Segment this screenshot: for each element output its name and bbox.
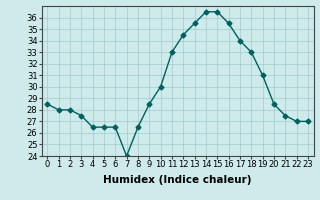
X-axis label: Humidex (Indice chaleur): Humidex (Indice chaleur) bbox=[103, 175, 252, 185]
